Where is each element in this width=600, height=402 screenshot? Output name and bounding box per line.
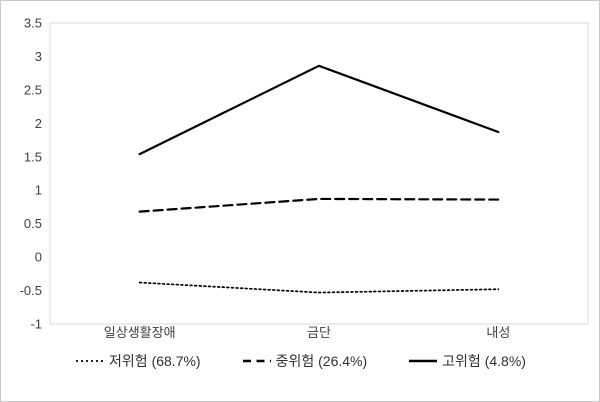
legend-item: 중위험 (26.4%) — [242, 351, 368, 371]
y-tick-label: -0.5 — [20, 283, 42, 298]
y-tick-label: 0.5 — [24, 216, 42, 231]
x-category-label: 일상생활장애 — [104, 325, 176, 340]
legend-sample-solid-line-icon — [409, 359, 438, 363]
plot-border — [49, 22, 589, 325]
legend-label: 고위험 (4.8%) — [442, 353, 526, 369]
y-tick-label: 2.5 — [24, 82, 42, 97]
y-tick-label: 2 — [35, 116, 42, 131]
y-tick-label: 0 — [35, 250, 42, 265]
legend-label: 저위험 (68.7%) — [109, 353, 201, 369]
x-category-label: 금단 — [307, 325, 331, 340]
legend-label: 중위험 (26.4%) — [275, 353, 368, 369]
x-category-label: 내성 — [486, 325, 510, 340]
y-tick-label: 1 — [35, 183, 42, 198]
y-tick-label: -1 — [30, 317, 42, 332]
chart-canvas: 3.5 3 2.5 2 1.5 1 0.5 0 -0.5 -1 일상생활장애 금단 내성 — [20, 16, 589, 340]
y-tick-label: 3 — [35, 49, 42, 64]
series-line-solid — [138, 64, 500, 156]
series-line-dashed — [138, 197, 500, 213]
y-tick-label: 3.5 — [24, 16, 42, 31]
legend-sample-dotted-line-icon — [76, 360, 105, 362]
series-line-dotted — [138, 281, 500, 294]
chart-legend: 저위험 (68.7%) 중위험 (26.4%) 고위험 (4.8%) — [1, 351, 599, 371]
legend-item: 고위험 (4.8%) — [409, 351, 526, 371]
legend-sample-dashed-line-icon — [242, 359, 271, 363]
y-tick-label: 1.5 — [24, 149, 42, 164]
legend-item: 저위험 (68.7%) — [76, 351, 201, 371]
